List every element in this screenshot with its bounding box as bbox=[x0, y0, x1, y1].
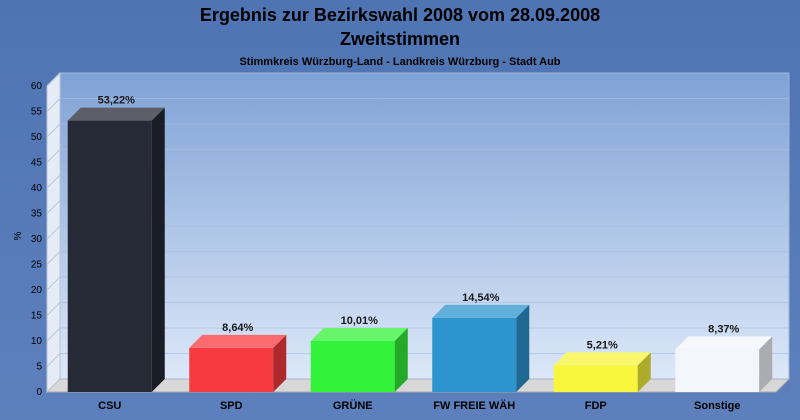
data-label: 8,37% bbox=[708, 323, 739, 335]
bar-top bbox=[675, 336, 773, 350]
bars bbox=[67, 107, 773, 392]
bar bbox=[553, 352, 651, 392]
gridline-side bbox=[46, 251, 61, 265]
data-label: 53,22% bbox=[98, 95, 136, 107]
y-tick-label: 15 bbox=[31, 311, 43, 322]
bar-front bbox=[189, 347, 274, 392]
category-label: GRÜNE bbox=[333, 399, 373, 412]
category-label: CSU bbox=[98, 400, 121, 412]
y-tick-label: 35 bbox=[31, 209, 43, 220]
gridlines bbox=[46, 72, 789, 393]
gridline-side bbox=[46, 378, 61, 393]
gridline-side bbox=[46, 123, 61, 138]
bar-side bbox=[273, 334, 287, 392]
bar-top bbox=[310, 327, 408, 341]
bar-side bbox=[516, 304, 530, 392]
y-tick-label: 10 bbox=[31, 336, 43, 347]
data-labels: 53,22% 8,64% 10,01% 14,54% 5,21% 8,37% bbox=[98, 95, 740, 352]
bar-side bbox=[759, 336, 773, 392]
bar bbox=[675, 336, 773, 392]
y-tick-label: 20 bbox=[31, 285, 43, 296]
bar-side bbox=[637, 352, 651, 392]
bar-front bbox=[67, 120, 152, 392]
gridline-side bbox=[46, 302, 61, 316]
gridline-side bbox=[46, 174, 61, 189]
data-label: 8,64% bbox=[222, 322, 253, 334]
y-tick-label: 25 bbox=[31, 260, 43, 271]
bar-top bbox=[67, 107, 165, 121]
category-label: FDP bbox=[585, 400, 607, 412]
category-label: FW FREIE WÄH bbox=[433, 399, 515, 412]
y-tick-label: 50 bbox=[31, 132, 43, 143]
bar-front bbox=[432, 317, 517, 392]
bar bbox=[189, 334, 287, 392]
category-label: SPD bbox=[220, 400, 243, 412]
bar-front bbox=[675, 349, 760, 392]
gridline-side bbox=[46, 98, 61, 112]
y-tick-label: 0 bbox=[36, 387, 42, 398]
y-tick-label: 60 bbox=[31, 81, 43, 92]
y-tick-labels: 0 5 10 15 20 25 30 35 40 45 50 55 60 bbox=[31, 81, 43, 398]
bar-top bbox=[189, 334, 287, 348]
data-label: 5,21% bbox=[587, 339, 618, 351]
y-axis-label: % bbox=[13, 231, 24, 240]
bar-front bbox=[310, 340, 395, 392]
data-label: 14,54% bbox=[462, 292, 500, 304]
chart-title-line2: Zweitstimmen bbox=[340, 29, 460, 49]
gridline-side bbox=[46, 276, 61, 291]
bar-side bbox=[394, 327, 408, 392]
gridline-side bbox=[46, 200, 61, 214]
y-tick-label: 30 bbox=[31, 234, 43, 245]
bar-top bbox=[553, 352, 651, 366]
bar bbox=[310, 327, 408, 392]
data-label: 10,01% bbox=[341, 315, 379, 327]
gridline-side bbox=[46, 225, 61, 240]
bar bbox=[67, 107, 165, 392]
y-tick-label: 5 bbox=[36, 362, 42, 373]
y-tick-label: 40 bbox=[31, 183, 43, 194]
bar-top bbox=[432, 304, 530, 318]
y-tick-label: 45 bbox=[31, 158, 43, 169]
gridline-side bbox=[46, 149, 61, 163]
bar-side bbox=[151, 107, 165, 392]
chart-subtitle: Stimmkreis Würzburg-Land - Landkreis Wür… bbox=[239, 56, 560, 68]
bar-front bbox=[553, 365, 638, 392]
bar bbox=[432, 304, 530, 392]
gridline-side bbox=[46, 327, 61, 342]
chart-title: Ergebnis zur Bezirkswahl 2008 vom 28.09.… bbox=[200, 5, 600, 25]
gridline-side bbox=[46, 72, 61, 87]
y-tick-label: 55 bbox=[31, 107, 43, 118]
gridline-side bbox=[46, 353, 61, 367]
category-labels: CSU SPD GRÜNE FW FREIE WÄH FDP Sonstige bbox=[98, 399, 740, 412]
category-label: Sonstige bbox=[694, 400, 740, 412]
